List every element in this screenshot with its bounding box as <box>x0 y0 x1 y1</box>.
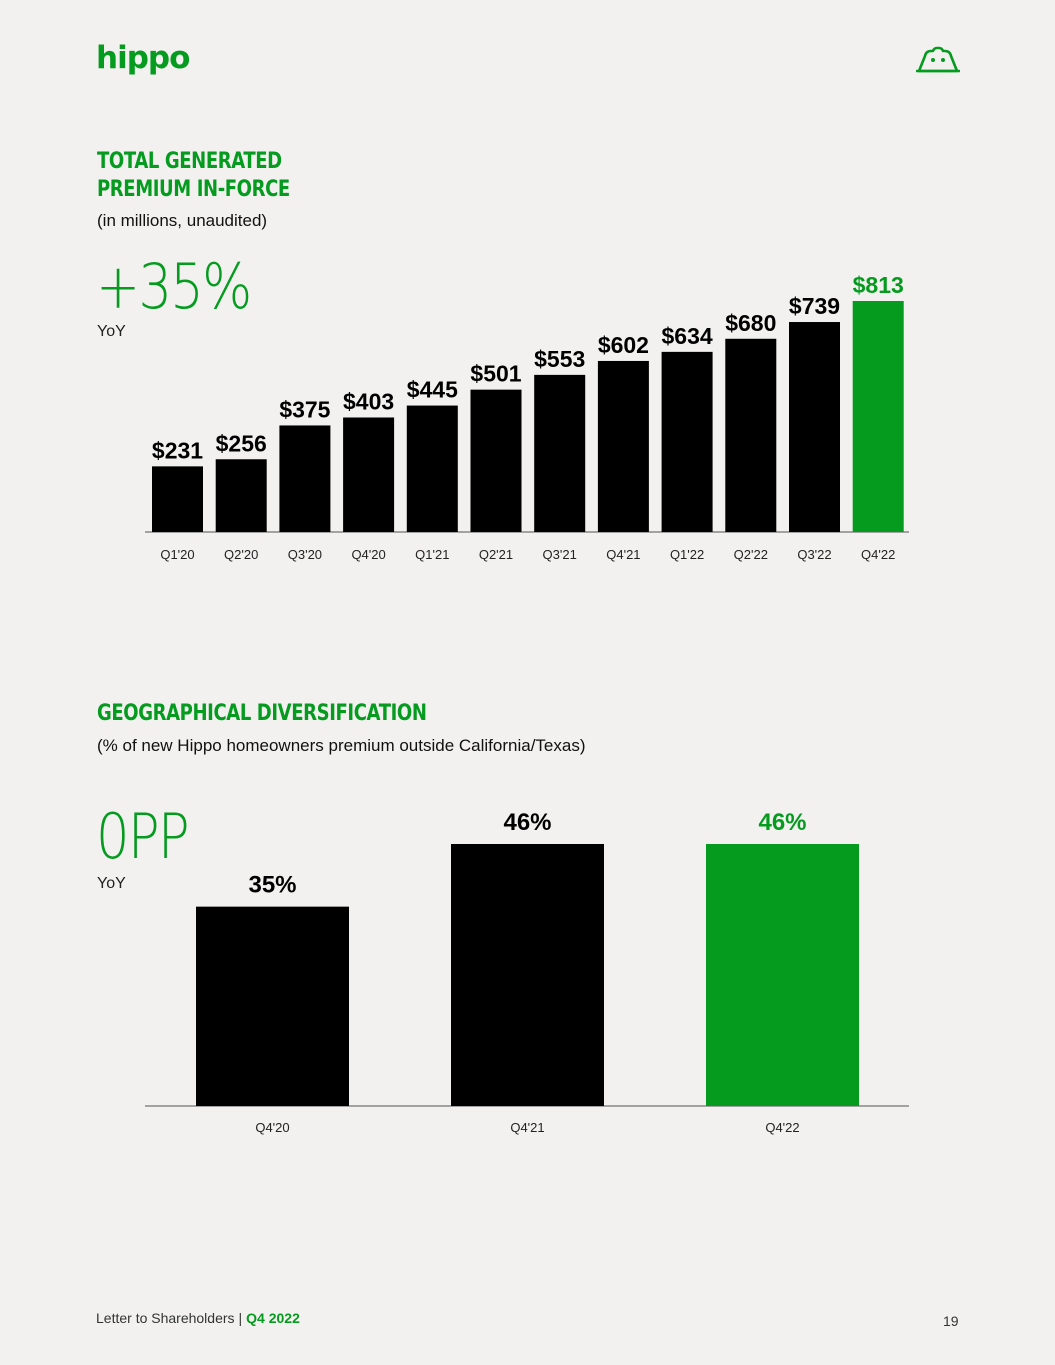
premium-subtitle: (in millions, unaudited) <box>97 211 268 230</box>
bar <box>534 374 586 532</box>
data-label: $231 <box>152 437 203 463</box>
bar <box>661 351 713 532</box>
data-label: $501 <box>470 361 521 387</box>
bar <box>215 459 267 532</box>
bar <box>597 360 649 532</box>
premium-yoy-stat: +35% <box>96 250 252 323</box>
geo-yoy-stat: 0PP <box>96 800 190 873</box>
data-label: $403 <box>343 388 394 414</box>
bar <box>196 906 349 1106</box>
data-label: $553 <box>534 346 585 372</box>
bar <box>852 301 904 532</box>
bar <box>789 322 840 532</box>
bar <box>343 417 395 532</box>
x-tick-label: Q4'20 <box>351 547 385 562</box>
x-tick-label: Q4'22 <box>765 1120 799 1135</box>
geo-section-title: GEOGRAPHICAL DIVERSIFICATION <box>97 701 427 726</box>
premium-title-line2: PREMIUM IN-FORCE <box>97 177 290 202</box>
x-tick-label: Q1'20 <box>160 547 194 562</box>
premium-title-line1: TOTAL GENERATED <box>97 149 282 174</box>
geo-subtitle: (% of new Hippo homeowners premium outsi… <box>97 736 586 755</box>
geo-yoy-label: YoY <box>97 875 126 892</box>
geo-bar-chart: 35% Q4'20 46% Q4'21 46% Q4'22 <box>145 809 909 1135</box>
premium-bar-chart: $231 Q1'20 $256 Q2'20 $375 Q3'20 $403 Q4'20 $445… <box>145 272 909 562</box>
hippo-face-icon <box>916 46 960 73</box>
x-tick-label: Q4'22 <box>861 547 895 562</box>
x-tick-label: Q3'21 <box>543 547 577 562</box>
bar <box>725 338 777 532</box>
x-tick-label: Q4'20 <box>255 1120 289 1135</box>
x-tick-label: Q2'22 <box>734 547 768 562</box>
bar <box>706 844 859 1106</box>
data-label: 46% <box>503 809 551 836</box>
footer-separator: | <box>238 1310 243 1326</box>
bar <box>451 844 604 1106</box>
x-tick-label: Q4'21 <box>510 1120 544 1135</box>
data-label: $739 <box>789 293 840 319</box>
bar <box>470 389 522 532</box>
page-number: 19 <box>943 1313 959 1329</box>
x-tick-label: Q3'20 <box>288 547 322 562</box>
data-label: $634 <box>662 323 713 349</box>
footer-doc-label: Letter to Shareholders <box>96 1310 235 1326</box>
data-label: $375 <box>279 396 330 422</box>
footer-quarter: Q4 2022 <box>246 1310 300 1326</box>
bar <box>406 405 458 532</box>
bar <box>279 425 331 532</box>
x-tick-label: Q1'22 <box>670 547 704 562</box>
data-label: $602 <box>598 332 649 358</box>
data-label: 46% <box>758 809 806 836</box>
x-tick-label: Q3'22 <box>797 547 831 562</box>
x-tick-label: Q2'21 <box>479 547 513 562</box>
premium-yoy-label: YoY <box>97 323 126 340</box>
data-label: $445 <box>407 377 458 403</box>
data-label: 35% <box>248 872 296 899</box>
data-label: $680 <box>725 310 776 336</box>
x-tick-label: Q2'20 <box>224 547 258 562</box>
data-label: $256 <box>216 430 267 456</box>
footer: Letter to Shareholders | Q4 2022 <box>96 1310 300 1326</box>
bar <box>152 466 203 532</box>
x-tick-label: Q1'21 <box>415 547 449 562</box>
premium-section-title: TOTAL GENERATED PREMIUM IN-FORCE <box>97 148 290 204</box>
data-label: $813 <box>853 272 904 298</box>
x-tick-label: Q4'21 <box>606 547 640 562</box>
hippo-logo: hippo <box>96 40 190 76</box>
